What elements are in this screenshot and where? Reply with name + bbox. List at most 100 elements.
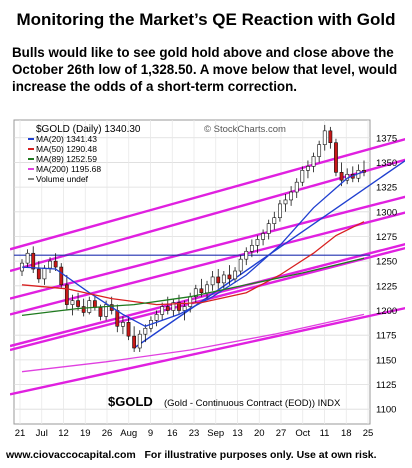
candle-body [76, 300, 80, 307]
trend-channel-line [9, 210, 411, 316]
candle-body [165, 306, 170, 311]
candle-body [227, 274, 232, 280]
candle-body [244, 250, 249, 260]
y-tick-label: 1150 [376, 355, 396, 366]
candle-body [272, 217, 277, 224]
candle-body [334, 142, 338, 173]
candle-body [42, 267, 47, 280]
candle-body [283, 199, 288, 205]
candle-body [249, 245, 254, 252]
y-tick-label: 1325 [376, 183, 397, 194]
y-tick-label: 1275 [376, 232, 397, 243]
candle-body [48, 260, 52, 269]
gold-chart: 1100 1125 1150 1175 1200 1225 1250 1275 1300 1325… [9, 118, 411, 446]
candles [20, 124, 366, 352]
candle-body [294, 181, 299, 193]
candle-body [171, 302, 176, 311]
y-tick-label: 1250 [376, 257, 397, 268]
candle-body [266, 223, 271, 234]
trend-channel-line [9, 241, 411, 348]
x-tick-label: 13 [232, 428, 243, 439]
x-tick-label: 23 [189, 428, 200, 439]
candle-body [121, 322, 125, 327]
candle-body [143, 327, 148, 335]
x-tick-label: 25 [363, 428, 374, 439]
y-tick-label: 1200 [376, 306, 397, 317]
candle-body [306, 166, 310, 171]
candle-body [300, 170, 305, 183]
candle-body [233, 270, 237, 280]
candle-body [59, 266, 64, 286]
candle-body [25, 252, 30, 264]
candle-body [216, 276, 221, 284]
candle-body [278, 203, 282, 219]
ma-line [21, 170, 365, 328]
x-tick-label: Aug [120, 428, 137, 439]
ma-line [21, 257, 365, 317]
x-tick-label: 9 [148, 428, 153, 439]
chart-header: $GOLD (Daily) 1340.30 [36, 124, 141, 135]
x-tick-label: 18 [341, 428, 352, 439]
ma-line [21, 221, 365, 306]
x-tick-label: 19 [80, 428, 91, 439]
candle-body [255, 239, 260, 246]
candle-body [193, 288, 198, 297]
trend-channel-line [9, 194, 411, 300]
y-tick-label: 1175 [376, 331, 396, 342]
candle-body [92, 300, 97, 308]
footer-url[interactable]: www.ciovaccocapital.com [6, 449, 136, 461]
candle-body [317, 144, 322, 157]
legend-label: MA(200) 1195.68 [36, 164, 101, 174]
y-tick-label: 1375 [376, 133, 397, 144]
y-tick-label: 1100 [376, 405, 396, 416]
x-axis-ticks: 21 Jul 12 19 26 Aug 9 16 23 Sep 13 20 27 Oct 11 18 25 [15, 428, 374, 439]
trend-channels [9, 136, 411, 396]
candle-body [328, 130, 333, 144]
candle-body [104, 304, 108, 317]
y-tick-label: 1225 [376, 281, 397, 292]
candle-body [53, 260, 58, 268]
candle-body [87, 300, 92, 313]
trend-channel-line [9, 305, 411, 396]
candle-body [81, 306, 86, 313]
legend-label: MA(50) 1290.48 [36, 144, 97, 154]
candle-body [126, 322, 131, 337]
page-subtitle: Bulls would like to see gold hold above … [12, 45, 398, 94]
y-tick-label: 1350 [376, 158, 397, 169]
y-tick-label: 1300 [376, 207, 397, 218]
candle-body [199, 288, 204, 294]
candle-body [115, 310, 120, 327]
legend-label: MA(89) 1252.59 [36, 154, 97, 164]
ticker-label: $GOLD [108, 394, 153, 409]
x-tick-label: 16 [167, 428, 178, 439]
candle-body [36, 268, 41, 280]
candle-body [154, 314, 159, 321]
candle-body [238, 258, 243, 272]
ticker-description: (Gold - Continuous Contract (EOD)) INDX [164, 398, 341, 409]
candle-body [339, 172, 344, 181]
x-tick-label: 12 [58, 428, 69, 439]
chart-svg: 1100112511501175120012251250127513001325… [9, 118, 411, 446]
trend-channel-line [9, 136, 411, 251]
footer-disclaimer: For illustrative purposes only. Use at o… [144, 449, 377, 461]
candle-body [64, 284, 69, 305]
candle-body [322, 130, 327, 145]
candle-body [160, 306, 165, 315]
candle-body [182, 306, 187, 311]
x-tick-label: 11 [320, 428, 330, 439]
candle-body [188, 296, 193, 307]
x-tick-label: Sep [207, 428, 224, 439]
candle-body [31, 252, 36, 270]
candle-body [210, 276, 215, 286]
candle-body [289, 191, 294, 201]
x-tick-label: 21 [15, 428, 26, 439]
y-tick-label: 1125 [376, 380, 396, 391]
candle-body [70, 300, 75, 305]
ma-line [21, 313, 365, 373]
x-tick-label: 26 [102, 428, 113, 439]
candle-body [98, 307, 103, 317]
footer: www.ciovaccocapital.com For illustrative… [6, 449, 377, 461]
x-tick-label: 20 [254, 428, 265, 439]
candle-body [205, 284, 209, 294]
